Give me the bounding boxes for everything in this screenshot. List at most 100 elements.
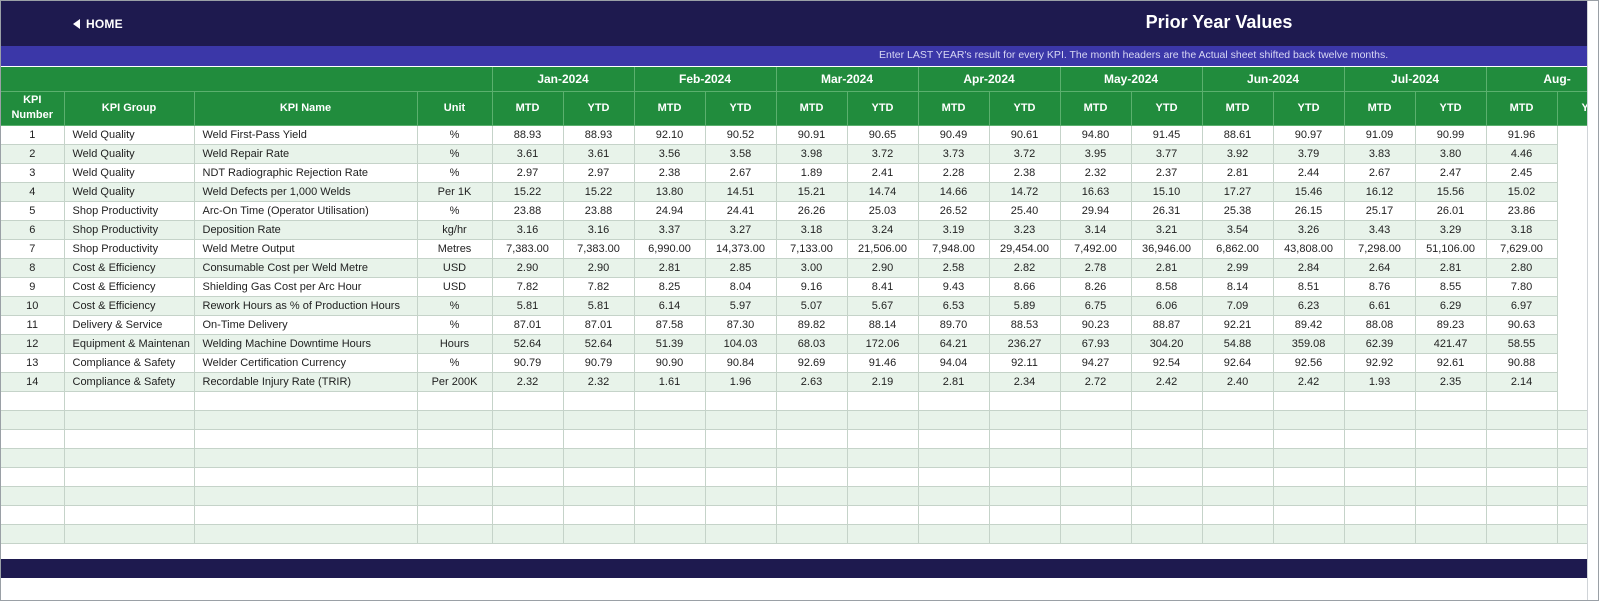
empty-cell[interactable] bbox=[776, 410, 848, 430]
empty-cell[interactable] bbox=[1202, 524, 1274, 544]
empty-cell[interactable] bbox=[563, 410, 635, 430]
ytd-value-cell[interactable]: 2.82 bbox=[989, 258, 1061, 278]
empty-cell[interactable] bbox=[194, 448, 418, 468]
mtd-value-cell[interactable]: 2.90 bbox=[492, 258, 564, 278]
mtd-value-cell[interactable]: 2.81 bbox=[1202, 163, 1274, 183]
mtd-value-cell[interactable]: 90.49 bbox=[918, 125, 990, 145]
empty-cell[interactable] bbox=[1344, 448, 1416, 468]
kpi-name-cell[interactable]: Deposition Rate bbox=[194, 220, 418, 240]
empty-cell[interactable] bbox=[1131, 505, 1203, 525]
empty-cell[interactable] bbox=[1, 410, 65, 430]
empty-cell[interactable] bbox=[776, 505, 848, 525]
empty-cell[interactable] bbox=[563, 429, 635, 449]
mtd-value-cell[interactable]: 92.92 bbox=[1344, 353, 1416, 373]
ytd-value-cell[interactable]: 7,383.00 bbox=[563, 239, 635, 259]
mtd-value-cell[interactable]: 51.39 bbox=[634, 334, 706, 354]
ytd-value-cell[interactable]: 8.66 bbox=[989, 277, 1061, 297]
empty-cell[interactable] bbox=[776, 448, 848, 468]
ytd-value-cell[interactable]: 5.89 bbox=[989, 296, 1061, 316]
empty-cell[interactable] bbox=[705, 448, 777, 468]
mtd-value-cell[interactable]: 90.63 bbox=[1486, 315, 1558, 335]
mtd-value-cell[interactable]: 26.52 bbox=[918, 201, 990, 221]
empty-cell[interactable] bbox=[918, 391, 990, 411]
kpi-group-cell[interactable]: Shop Productivity bbox=[64, 220, 195, 240]
empty-cell[interactable] bbox=[64, 410, 195, 430]
empty-cell[interactable] bbox=[1344, 524, 1416, 544]
empty-cell[interactable] bbox=[194, 467, 418, 487]
mtd-value-cell[interactable]: 2.81 bbox=[634, 258, 706, 278]
empty-cell[interactable] bbox=[1131, 391, 1203, 411]
empty-cell[interactable] bbox=[705, 410, 777, 430]
empty-cell[interactable] bbox=[918, 524, 990, 544]
ytd-value-cell[interactable]: 7.82 bbox=[563, 277, 635, 297]
empty-cell[interactable] bbox=[847, 429, 919, 449]
ytd-value-cell[interactable]: 104.03 bbox=[705, 334, 777, 354]
mtd-value-cell[interactable]: 94.04 bbox=[918, 353, 990, 373]
ytd-value-cell[interactable]: 2.37 bbox=[1131, 163, 1203, 183]
ytd-value-cell[interactable]: 3.21 bbox=[1131, 220, 1203, 240]
mtd-value-cell[interactable]: 3.98 bbox=[776, 144, 848, 164]
empty-cell[interactable] bbox=[194, 391, 418, 411]
mtd-value-cell[interactable]: 15.22 bbox=[492, 182, 564, 202]
empty-cell[interactable] bbox=[1557, 486, 1587, 506]
mtd-value-cell[interactable]: 5.07 bbox=[776, 296, 848, 316]
ytd-value-cell[interactable]: 90.79 bbox=[563, 353, 635, 373]
ytd-value-cell[interactable]: 26.15 bbox=[1273, 201, 1345, 221]
empty-cell[interactable] bbox=[194, 429, 418, 449]
empty-cell[interactable] bbox=[1344, 505, 1416, 525]
kpi-number-cell[interactable]: 2 bbox=[1, 144, 65, 164]
ytd-value-cell[interactable]: 3.16 bbox=[563, 220, 635, 240]
ytd-value-cell[interactable]: 92.54 bbox=[1131, 353, 1203, 373]
ytd-value-cell[interactable]: 6.29 bbox=[1415, 296, 1487, 316]
empty-cell[interactable] bbox=[492, 486, 564, 506]
empty-cell[interactable] bbox=[634, 524, 706, 544]
mtd-value-cell[interactable]: 16.63 bbox=[1060, 182, 1132, 202]
mtd-value-cell[interactable]: 3.92 bbox=[1202, 144, 1274, 164]
mtd-value-cell[interactable]: 92.10 bbox=[634, 125, 706, 145]
ytd-value-cell[interactable]: 8.55 bbox=[1415, 277, 1487, 297]
mtd-value-cell[interactable]: 24.94 bbox=[634, 201, 706, 221]
ytd-value-cell[interactable]: 2.34 bbox=[989, 372, 1061, 392]
ytd-value-cell[interactable]: 21,506.00 bbox=[847, 239, 919, 259]
empty-cell[interactable] bbox=[64, 448, 195, 468]
ytd-value-cell[interactable]: 2.32 bbox=[563, 372, 635, 392]
empty-cell[interactable] bbox=[1, 524, 65, 544]
empty-cell[interactable] bbox=[847, 505, 919, 525]
ytd-value-cell[interactable]: 43,808.00 bbox=[1273, 239, 1345, 259]
mtd-value-cell[interactable]: 1.93 bbox=[1344, 372, 1416, 392]
empty-cell[interactable] bbox=[1202, 486, 1274, 506]
ytd-value-cell[interactable]: 2.42 bbox=[1131, 372, 1203, 392]
empty-cell[interactable] bbox=[1202, 410, 1274, 430]
unit-cell[interactable]: kg/hr bbox=[417, 220, 493, 240]
unit-cell[interactable]: % bbox=[417, 353, 493, 373]
kpi-group-cell[interactable]: Cost & Efficiency bbox=[64, 258, 195, 278]
ytd-value-cell[interactable]: 2.44 bbox=[1273, 163, 1345, 183]
kpi-group-cell[interactable]: Delivery & Service bbox=[64, 315, 195, 335]
empty-cell[interactable] bbox=[776, 467, 848, 487]
empty-cell[interactable] bbox=[705, 467, 777, 487]
mtd-value-cell[interactable]: 3.43 bbox=[1344, 220, 1416, 240]
ytd-value-cell[interactable]: 90.52 bbox=[705, 125, 777, 145]
empty-cell[interactable] bbox=[1060, 486, 1132, 506]
mtd-value-cell[interactable]: 23.88 bbox=[492, 201, 564, 221]
mtd-value-cell[interactable]: 4.46 bbox=[1486, 144, 1558, 164]
mtd-value-cell[interactable]: 2.28 bbox=[918, 163, 990, 183]
unit-cell[interactable]: % bbox=[417, 125, 493, 145]
ytd-value-cell[interactable]: 2.85 bbox=[705, 258, 777, 278]
mtd-value-cell[interactable]: 87.58 bbox=[634, 315, 706, 335]
empty-cell[interactable] bbox=[1202, 429, 1274, 449]
empty-cell[interactable] bbox=[1, 448, 65, 468]
mtd-value-cell[interactable]: 7.09 bbox=[1202, 296, 1274, 316]
ytd-value-cell[interactable]: 90.61 bbox=[989, 125, 1061, 145]
ytd-value-cell[interactable]: 5.67 bbox=[847, 296, 919, 316]
empty-cell[interactable] bbox=[492, 467, 564, 487]
kpi-group-cell[interactable]: Shop Productivity bbox=[64, 239, 195, 259]
mtd-value-cell[interactable]: 7,383.00 bbox=[492, 239, 564, 259]
mtd-value-cell[interactable]: 1.61 bbox=[634, 372, 706, 392]
empty-cell[interactable] bbox=[417, 410, 493, 430]
mtd-value-cell[interactable]: 90.79 bbox=[492, 353, 564, 373]
ytd-value-cell[interactable]: 6.06 bbox=[1131, 296, 1203, 316]
empty-cell[interactable] bbox=[1131, 524, 1203, 544]
mtd-value-cell[interactable]: 67.93 bbox=[1060, 334, 1132, 354]
empty-cell[interactable] bbox=[776, 486, 848, 506]
